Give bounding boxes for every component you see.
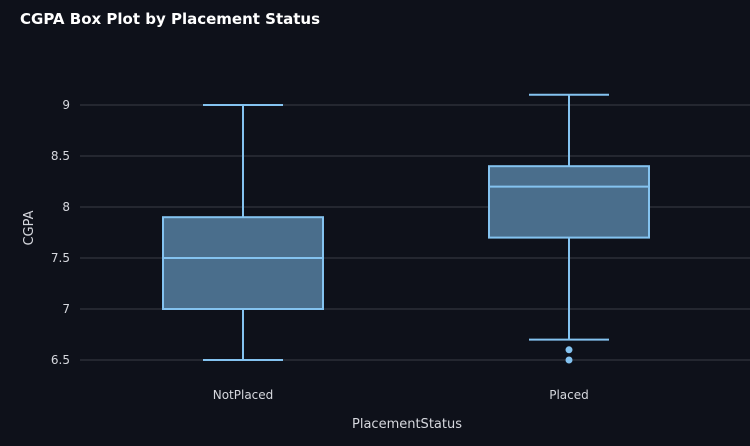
- box-notplaced: [162, 104, 324, 361]
- y-tick-label: 9: [62, 98, 70, 112]
- y-tick-labels: 6.5 7 7.5 8 8.5 9: [51, 98, 70, 367]
- y-tick-label: 8.5: [51, 149, 70, 163]
- y-tick-label: 7.5: [51, 251, 70, 265]
- x-tick-labels: NotPlaced Placed: [213, 388, 589, 402]
- boxes-layer: [162, 93, 650, 364]
- x-tick-label: NotPlaced: [213, 388, 274, 402]
- iqr-box: [488, 165, 650, 239]
- iqr-box: [162, 216, 324, 310]
- box-placed: [488, 93, 650, 364]
- y-tick-label: 6.5: [51, 353, 70, 367]
- outlier-point: [565, 356, 573, 364]
- chart-title: CGPA Box Plot by Placement Status: [20, 10, 321, 28]
- x-tick-label: Placed: [549, 388, 589, 402]
- outlier-point: [565, 346, 573, 354]
- y-tick-label: 8: [62, 200, 70, 214]
- y-axis-label: CGPA: [22, 210, 37, 245]
- x-axis-label: PlacementStatus: [352, 417, 462, 432]
- y-tick-label: 7: [62, 302, 70, 316]
